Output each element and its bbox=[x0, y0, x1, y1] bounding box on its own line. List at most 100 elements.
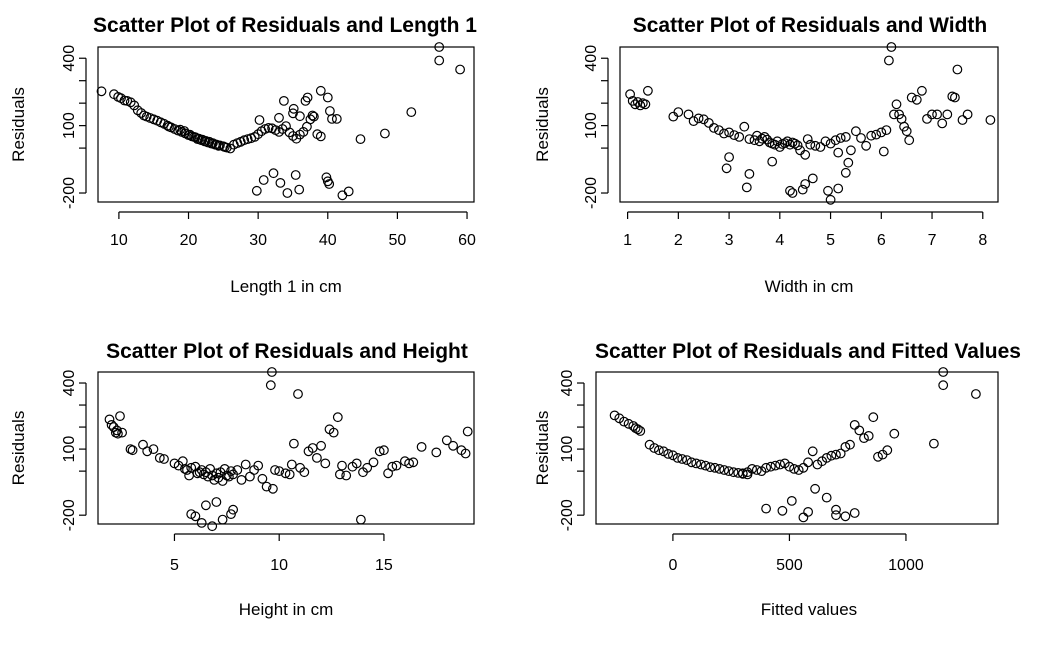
data-point bbox=[355, 134, 366, 145]
data-point bbox=[289, 438, 299, 449]
data-point bbox=[840, 167, 851, 178]
data-point bbox=[719, 128, 729, 139]
data-point bbox=[833, 183, 844, 194]
data-point bbox=[922, 113, 932, 124]
data-point bbox=[891, 99, 902, 110]
data-point bbox=[211, 497, 222, 507]
data-point bbox=[279, 95, 289, 106]
data-point bbox=[728, 467, 739, 478]
data-point bbox=[696, 459, 706, 470]
data-point bbox=[840, 511, 851, 522]
data-point bbox=[315, 85, 326, 96]
data-point bbox=[843, 157, 854, 168]
data-point bbox=[96, 86, 107, 97]
data-point bbox=[270, 465, 280, 475]
y-tick-label: 400 bbox=[559, 370, 576, 397]
x-tick-label: 4 bbox=[775, 232, 784, 249]
data-point bbox=[261, 481, 272, 492]
data-point bbox=[683, 109, 694, 120]
data-point bbox=[761, 462, 771, 473]
data-point bbox=[904, 135, 915, 146]
data-point bbox=[785, 185, 795, 196]
data-point bbox=[268, 483, 278, 494]
data-point bbox=[431, 447, 442, 458]
data-point bbox=[775, 459, 785, 470]
data-point bbox=[302, 92, 313, 103]
data-point bbox=[368, 457, 379, 468]
data-point bbox=[881, 125, 892, 136]
data-point bbox=[298, 126, 309, 137]
data-point bbox=[733, 468, 744, 478]
data-point bbox=[213, 140, 224, 151]
data-point bbox=[127, 445, 138, 456]
data-point bbox=[932, 109, 942, 120]
data-point bbox=[789, 464, 799, 474]
data-point bbox=[856, 133, 866, 143]
x-tick-label: 5 bbox=[826, 232, 835, 249]
y-axis-label: Residuals bbox=[9, 87, 28, 162]
x-tick-label: 500 bbox=[776, 557, 803, 574]
data-point bbox=[274, 126, 284, 137]
data-point bbox=[625, 89, 635, 100]
data-point bbox=[810, 140, 821, 151]
data-point bbox=[846, 145, 856, 156]
data-point bbox=[784, 461, 795, 472]
data-point bbox=[737, 468, 748, 479]
data-point bbox=[777, 505, 788, 516]
data-point bbox=[942, 109, 953, 120]
data-point bbox=[840, 442, 851, 452]
data-point bbox=[871, 129, 882, 140]
x-tick-label: 0 bbox=[668, 557, 677, 574]
data-point bbox=[668, 111, 679, 122]
data-point bbox=[282, 188, 293, 198]
data-point bbox=[337, 460, 347, 471]
data-point bbox=[322, 92, 333, 103]
data-point bbox=[379, 445, 389, 456]
data-point bbox=[803, 457, 813, 468]
data-point bbox=[332, 412, 343, 423]
data-point bbox=[693, 113, 704, 124]
y-tick-label: 400 bbox=[61, 370, 78, 397]
data-point bbox=[878, 146, 889, 157]
data-point bbox=[284, 127, 295, 138]
data-point bbox=[861, 140, 871, 151]
data-point bbox=[668, 450, 678, 461]
x-tick-label: 1000 bbox=[888, 557, 924, 574]
data-point bbox=[288, 131, 298, 141]
data-point bbox=[765, 461, 776, 472]
data-point bbox=[290, 170, 301, 180]
y-tick-label: -200 bbox=[61, 177, 78, 209]
data-point bbox=[159, 454, 169, 464]
data-point bbox=[380, 128, 390, 139]
y-tick-label: 100 bbox=[583, 112, 600, 139]
data-point bbox=[265, 380, 276, 391]
data-point bbox=[810, 483, 820, 494]
data-point bbox=[889, 428, 900, 439]
x-tick-label: 8 bbox=[978, 232, 987, 249]
y-axis-label: Residuals bbox=[533, 411, 552, 486]
data-point bbox=[325, 106, 335, 116]
data-point bbox=[196, 518, 207, 528]
y-tick-label: 400 bbox=[583, 45, 600, 72]
data-point bbox=[320, 458, 331, 469]
chart-panel-4: Scatter Plot of Residuals and Fitted Val… bbox=[533, 340, 1021, 619]
data-point bbox=[455, 64, 466, 75]
data-point bbox=[917, 85, 927, 96]
data-point bbox=[786, 496, 797, 506]
data-point bbox=[886, 42, 897, 52]
data-point bbox=[356, 514, 366, 525]
plot-frame bbox=[619, 46, 999, 203]
data-point bbox=[714, 125, 724, 136]
data-point bbox=[787, 188, 798, 198]
data-point bbox=[643, 85, 653, 96]
data-point bbox=[825, 194, 836, 205]
data-point bbox=[154, 453, 165, 463]
data-point bbox=[952, 64, 963, 75]
data-point bbox=[714, 464, 725, 474]
data-point bbox=[434, 42, 445, 52]
data-point bbox=[830, 135, 841, 146]
data-point bbox=[462, 426, 473, 437]
data-point bbox=[866, 130, 877, 141]
data-point bbox=[331, 113, 342, 124]
data-point bbox=[709, 122, 719, 133]
